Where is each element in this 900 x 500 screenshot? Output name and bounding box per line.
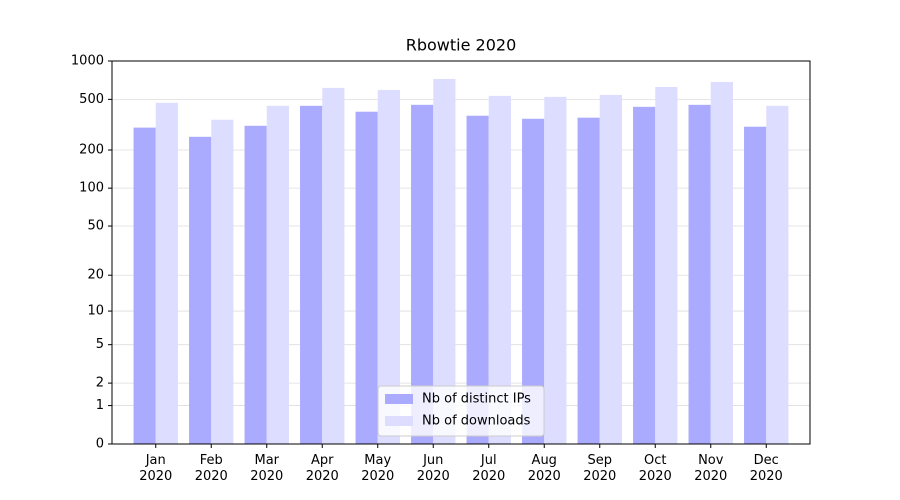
x-tick-label: Sep 2020	[583, 453, 617, 484]
legend-box	[377, 385, 545, 437]
x-tick-label: Aug 2020	[527, 453, 561, 484]
x-tick-label: Jun 2020	[416, 453, 450, 484]
bar	[522, 118, 545, 444]
y-tick-label: 5	[96, 337, 104, 352]
legend-swatch	[385, 416, 413, 426]
x-tick-label: Dec 2020	[749, 453, 783, 484]
x-tick-label: Apr 2020	[305, 453, 339, 484]
x-tick-label: Oct 2020	[638, 453, 672, 484]
chart-title: Rbowtie 2020	[406, 36, 517, 55]
bar	[355, 111, 378, 444]
x-tick-label: Feb 2020	[194, 453, 228, 484]
y-tick-label: 1	[96, 398, 104, 413]
bar	[655, 86, 678, 445]
legend-label: Nb of downloads	[422, 414, 531, 429]
bar	[488, 95, 511, 444]
y-tick-label: 200	[79, 143, 104, 158]
bar	[766, 105, 789, 444]
bar	[300, 105, 323, 444]
bar	[133, 127, 156, 445]
bar	[688, 104, 711, 445]
bar	[544, 96, 567, 444]
bar	[266, 105, 289, 444]
y-tick-label: 20	[87, 268, 104, 283]
bar	[710, 81, 733, 445]
plot-frame	[111, 60, 811, 445]
x-tick-label: Jul 2020	[472, 453, 506, 484]
bar	[244, 125, 267, 444]
y-tick-label: 500	[79, 92, 104, 107]
legend-swatch	[385, 394, 413, 404]
bar	[599, 94, 622, 445]
bar	[577, 117, 600, 444]
y-tick-label: 2	[96, 376, 104, 391]
bar	[633, 106, 656, 445]
bar	[433, 78, 456, 444]
legend-label: Nb of distinct IPs	[422, 392, 531, 407]
x-tick-label: Jan 2020	[139, 453, 173, 484]
bar	[322, 87, 345, 445]
bar	[189, 136, 212, 444]
bar	[211, 119, 234, 445]
bar	[377, 89, 400, 445]
y-tick-label: 50	[87, 219, 104, 234]
bar	[744, 126, 767, 444]
x-tick-label: Mar 2020	[250, 453, 284, 484]
y-tick-label: 100	[79, 181, 104, 196]
bar	[411, 104, 434, 445]
y-tick-label: 0	[96, 437, 104, 452]
y-tick-label: 10	[87, 304, 104, 319]
x-tick-label: May 2020	[361, 453, 395, 484]
x-tick-label: Nov 2020	[694, 453, 728, 484]
bar	[155, 102, 178, 444]
y-tick-label: 1000	[71, 54, 104, 69]
bar	[466, 115, 489, 444]
